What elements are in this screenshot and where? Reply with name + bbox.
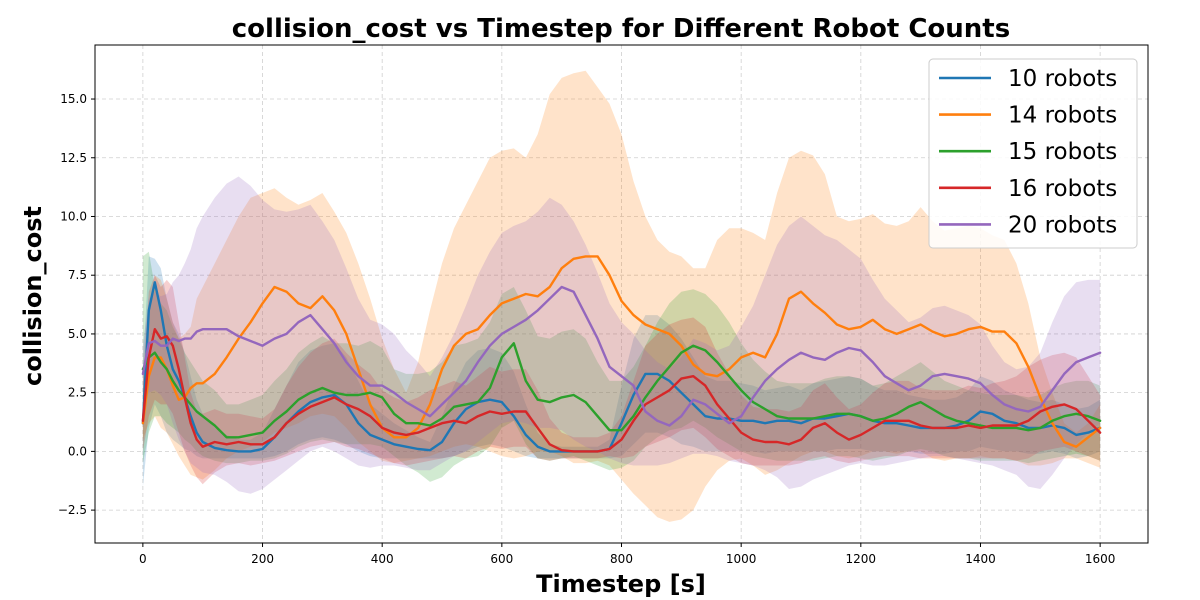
y-tick-label: 7.5 xyxy=(68,268,87,282)
x-tick-label: 600 xyxy=(490,552,513,566)
chart-title: collision_cost vs Timestep for Different… xyxy=(232,14,1010,44)
series-lines xyxy=(141,255,1102,453)
band-16-robots xyxy=(142,275,1101,485)
line-16-robots xyxy=(141,328,1102,453)
legend: 10 robots 14 robots 15 robots 16 robots 20 r… xyxy=(928,58,1138,249)
grid xyxy=(95,45,1148,543)
band-15-robots xyxy=(142,251,1101,482)
legend-label: 14 robots xyxy=(1008,103,1117,129)
y-tick-label: 12.5 xyxy=(60,151,87,165)
y-tick-label: 0.0 xyxy=(68,444,87,458)
y-axis-label: collision_cost xyxy=(19,206,47,386)
y-tick-label: 2.5 xyxy=(68,386,87,400)
x-tick-label: 1600 xyxy=(1085,552,1116,566)
band-14-robots xyxy=(142,70,1101,522)
band-20-robots xyxy=(142,176,1101,494)
x-tick-label: 800 xyxy=(610,552,633,566)
x-tick-label: 0 xyxy=(139,552,147,566)
confidence-bands xyxy=(142,70,1101,522)
legend-label: 15 robots xyxy=(1008,139,1117,165)
x-tick-label: 1200 xyxy=(846,552,877,566)
x-axis-label: Timestep [s] xyxy=(536,570,706,598)
legend-label: 16 robots xyxy=(1008,176,1117,202)
y-tick-label: 10.0 xyxy=(60,209,87,223)
legend-label: 10 robots xyxy=(1008,66,1117,92)
y-tick-label: −2.5 xyxy=(58,503,87,517)
y-axis-ticks: −2.5 0.0 2.5 5.0 7.5 10.0 12.5 15.0 xyxy=(58,92,95,517)
line-14-robots xyxy=(141,255,1102,448)
x-tick-label: 200 xyxy=(251,552,274,566)
x-axis-ticks: 0 200 400 600 800 1000 1200 1400 1600 xyxy=(139,543,1115,566)
legend-box xyxy=(928,58,1138,249)
x-tick-label: 400 xyxy=(371,552,394,566)
y-tick-label: 15.0 xyxy=(60,92,87,106)
legend-label: 20 robots xyxy=(1008,212,1117,238)
line-15-robots xyxy=(141,342,1102,439)
y-tick-label: 5.0 xyxy=(68,327,87,341)
x-tick-label: 1000 xyxy=(726,552,757,566)
line-20-robots xyxy=(141,285,1102,427)
x-tick-label: 1400 xyxy=(965,552,996,566)
